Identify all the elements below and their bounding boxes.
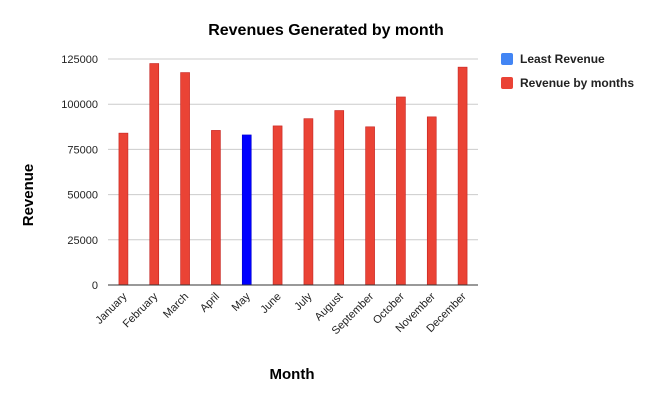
legend-label: Revenue by months [520,76,634,90]
bar-june [272,125,283,286]
bar-april [211,130,221,286]
y-tick-label: 100000 [61,99,98,111]
x-tick-label: June [258,291,283,316]
x-axis-title: Month [270,366,315,383]
legend-swatch [501,53,513,65]
x-tick-label: February [121,290,161,330]
x-tick-label: July [292,290,315,313]
bar-july [303,118,314,286]
bar-september [365,126,375,286]
bar-november [426,116,437,286]
y-tick-label: 50000 [67,190,98,202]
bars [118,63,468,286]
x-tick-label: March [161,291,191,321]
y-tick-label: 125000 [61,54,98,66]
bar-january [118,132,129,286]
legend: Least Revenue Revenue by months [501,52,634,90]
y-axis-title: Revenue [20,164,37,227]
bar-may [241,134,252,286]
y-tick-label: 75000 [67,144,98,156]
x-tick-label: April [198,291,222,315]
y-tick-label: 0 [92,280,98,292]
legend-label: Least Revenue [520,52,605,66]
grid-lines [108,58,478,241]
bar-december [457,66,468,286]
bar-march [180,72,190,286]
y-tick-label: 25000 [67,235,98,247]
legend-swatch [501,77,513,89]
bar-february [149,63,160,286]
bar-august [334,110,345,286]
chart-title: Revenues Generated by month [208,22,444,39]
x-tick-label: May [230,290,254,314]
bar-october [396,96,406,286]
y-axis-ticks: 0 25000 50000 75000 100000 125000 [61,54,98,292]
